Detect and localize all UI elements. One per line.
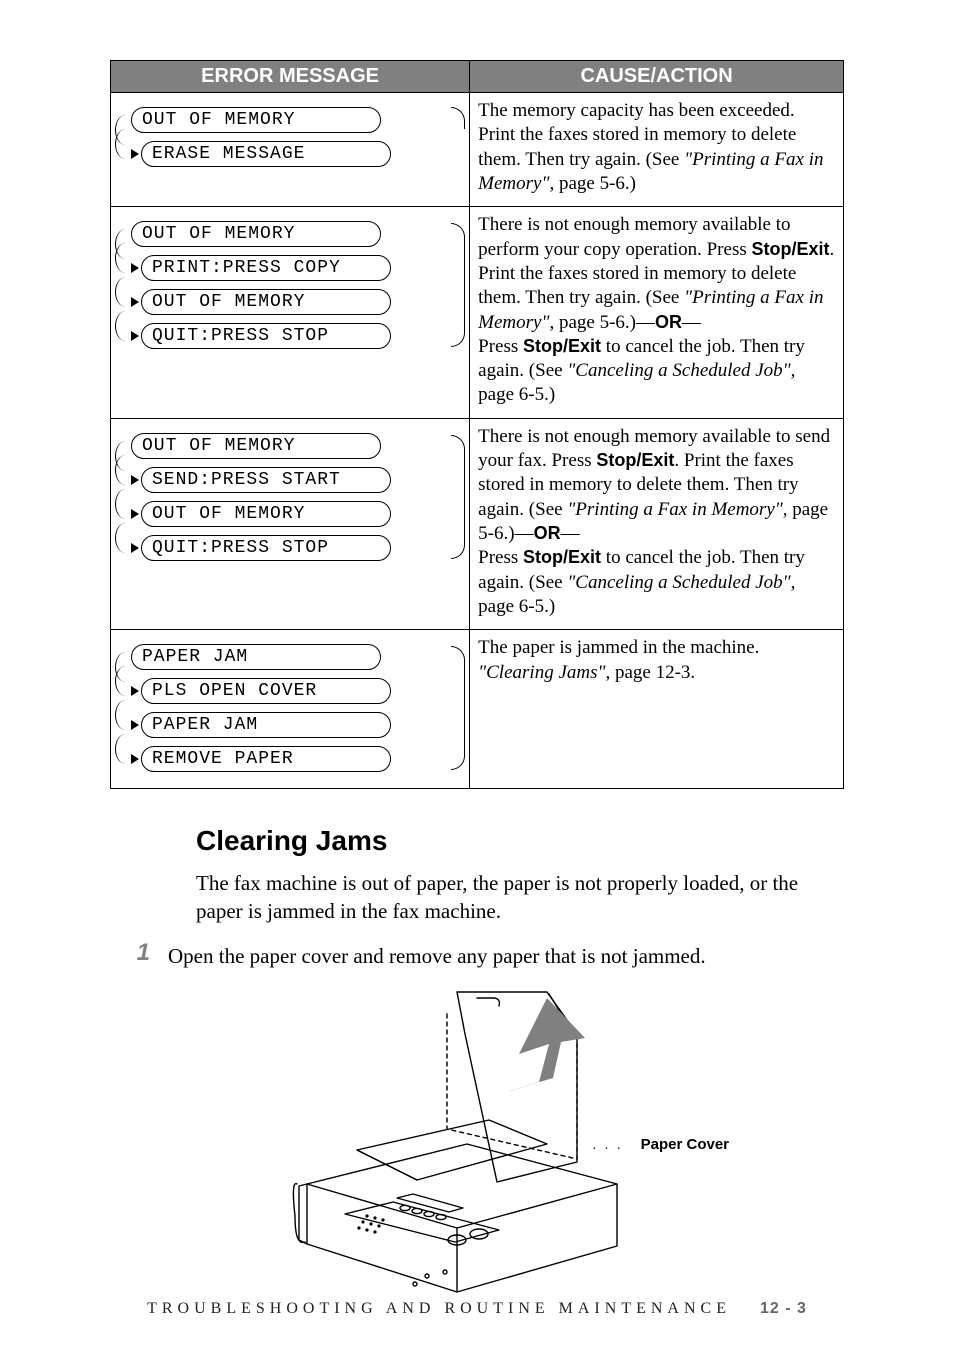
section-intro: The fax machine is out of paper, the pap… [196,869,844,925]
table-row: OUT OF MEMORY PRINT:PRESS COPY OUT OF MEMO… [111,207,844,419]
cause-action-cell: There is not enough memory available to … [470,207,844,419]
step-number: 1 [110,940,150,966]
error-message-cell: PAPER JAM PLS OPEN COVER PAPER JAM REMOVE P… [111,630,470,789]
lcd-message: QUIT:PRESS STOP [141,323,391,349]
lcd-message: OUT OF MEMORY [131,107,381,133]
cause-text: "Canceling a Scheduled Job", [567,572,795,593]
table-row: PAPER JAM PLS OPEN COVER PAPER JAM REMOVE P… [111,630,844,789]
cause-text: — [561,523,580,544]
cause-text: OR [534,523,561,543]
cause-text: Press [478,336,523,357]
col-error-message: ERROR MESSAGE [111,61,470,93]
cause-text: The paper is jammed in the machine. [478,637,759,658]
table-row: OUT OF MEMORY ERASE MESSAGE The memory cap… [111,93,844,207]
page-footer: TROUBLESHOOTING AND ROUTINE MAINTENANCE … [0,1300,954,1318]
cause-text: Stop/Exit [596,450,674,470]
cause-text: "Canceling a Scheduled Job", [567,360,795,381]
cause-text: page 5-6.)— [554,312,655,333]
cause-text: OR [655,312,682,332]
cause-action-cell: There is not enough memory available to … [470,418,844,630]
lcd-message: OUT OF MEMORY [141,289,391,315]
lcd-message: PAPER JAM [141,712,391,738]
lcd-message: OUT OF MEMORY [131,433,381,459]
lcd-message: QUIT:PRESS STOP [141,535,391,561]
col-cause-action: CAUSE/ACTION [470,61,844,93]
cause-text: — [682,312,701,333]
lcd-message: OUT OF MEMORY [141,501,391,527]
lcd-message: OUT OF MEMORY [131,221,381,247]
lcd-message: SEND:PRESS START [141,467,391,493]
cause-action-cell: The paper is jammed in the machine. "Cle… [470,630,844,789]
section-heading: Clearing Jams [196,825,844,857]
lcd-message: ERASE MESSAGE [141,141,391,167]
footer-page-number: 12 - 3 [760,1300,807,1317]
lcd-message: REMOVE PAPER [141,746,391,772]
footer-text: TROUBLESHOOTING AND ROUTINE MAINTENANCE [147,1300,731,1317]
error-message-cell: OUT OF MEMORY ERASE MESSAGE [111,93,470,207]
paper-cover-label: Paper Cover [641,1136,729,1153]
cause-text: Press [478,547,523,568]
step-1: 1 Open the paper cover and remove any pa… [110,940,844,970]
cause-action-cell: The memory capacity has been exceeded. P… [470,93,844,207]
lcd-message: PRINT:PRESS COPY [141,255,391,281]
lcd-message: PAPER JAM [131,644,381,670]
label-leader-dots: · · · [592,1142,623,1158]
cause-text: page 5-6.) [554,173,636,194]
error-message-cell: OUT OF MEMORY PRINT:PRESS COPY OUT OF MEMO… [111,207,470,419]
fax-illustration: · · · Paper Cover [247,984,707,1314]
cause-text: page 6-5.) [478,384,555,405]
cause-text: "Clearing Jams", [478,662,610,683]
error-message-cell: OUT OF MEMORY SEND:PRESS START OUT OF MEMO… [111,418,470,630]
cause-text: Stop/Exit [523,336,601,356]
step-text: Open the paper cover and remove any pape… [168,940,844,970]
table-row: OUT OF MEMORY SEND:PRESS START OUT OF MEMO… [111,418,844,630]
cause-text: Stop/Exit [751,239,829,259]
cause-text: page 12-3. [610,662,695,683]
cause-text: page 6-5.) [478,596,555,617]
error-table: ERROR MESSAGE CAUSE/ACTION OUT OF MEMORY… [110,60,844,789]
cause-text: Stop/Exit [523,547,601,567]
cause-text: "Printing a Fax in Memory", [567,499,787,520]
lcd-message: PLS OPEN COVER [141,678,391,704]
cause-text: There is not enough memory available to … [478,214,790,259]
